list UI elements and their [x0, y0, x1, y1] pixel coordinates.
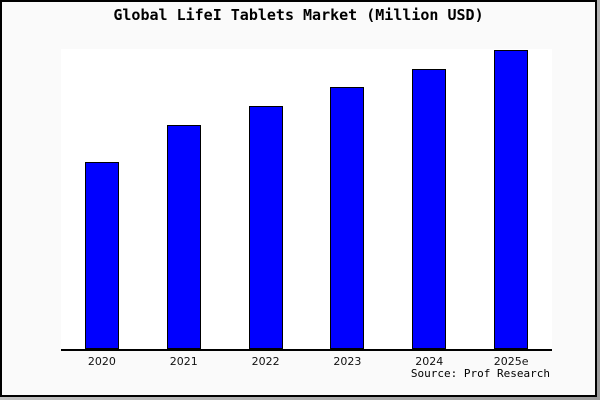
x-tick-label-2025e: 2025e — [493, 355, 529, 368]
chart-title: Global LifeI Tablets Market (Million USD… — [113, 6, 484, 24]
bar-2022 — [248, 106, 283, 349]
x-tick-label-2020: 2020 — [87, 355, 116, 368]
bar-2025e — [494, 50, 529, 349]
bar-2023 — [330, 87, 365, 349]
bar-2021 — [166, 125, 201, 349]
x-axis-line — [61, 349, 552, 351]
x-tick-label-2023: 2023 — [333, 355, 362, 368]
x-tick-label-2022: 2022 — [251, 355, 280, 368]
x-tick-label-2024: 2024 — [415, 355, 444, 368]
x-tick-label-2021: 2021 — [169, 355, 198, 368]
x-axis-labels: 2020 2021 2022 2023 2024 2025e — [61, 355, 552, 369]
plot-area — [61, 49, 552, 351]
bar-2020 — [84, 162, 119, 349]
bar-2024 — [412, 69, 447, 349]
source-note: Source: Prof Research — [410, 367, 550, 380]
